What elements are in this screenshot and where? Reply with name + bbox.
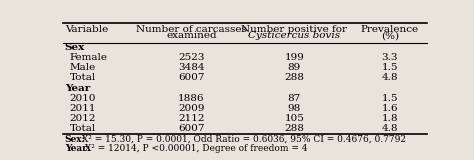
Text: Prevalence: Prevalence (361, 24, 419, 34)
Text: Year:: Year: (65, 144, 90, 153)
Text: 89: 89 (288, 63, 301, 72)
Text: X² = 15.30, P = 0.0001, Odd Ratio = 0.6036, 95% CI = 0.4676, 0.7792: X² = 15.30, P = 0.0001, Odd Ratio = 0.60… (79, 135, 406, 144)
Text: Total: Total (70, 73, 96, 82)
Text: 2009: 2009 (178, 104, 205, 113)
Text: 98: 98 (288, 104, 301, 113)
Text: (%): (%) (381, 31, 399, 40)
Text: 2012: 2012 (70, 114, 96, 123)
Text: Female: Female (70, 53, 108, 62)
Text: 288: 288 (284, 124, 304, 133)
Text: Male: Male (70, 63, 96, 72)
Text: Cysticercus bovis: Cysticercus bovis (248, 31, 340, 40)
Text: 1.5: 1.5 (382, 63, 398, 72)
Text: 4.8: 4.8 (382, 124, 398, 133)
Text: 2011: 2011 (70, 104, 96, 113)
Text: 6007: 6007 (178, 124, 205, 133)
Text: 1.8: 1.8 (382, 114, 398, 123)
Text: Sex:: Sex: (65, 135, 86, 144)
Text: 3484: 3484 (178, 63, 205, 72)
Text: 2112: 2112 (178, 114, 205, 123)
Text: 1.5: 1.5 (382, 94, 398, 103)
Text: examined: examined (166, 31, 217, 40)
Text: 199: 199 (284, 53, 304, 62)
Text: Sex: Sex (65, 43, 85, 52)
Text: Number of carcasses: Number of carcasses (136, 24, 247, 34)
Text: 87: 87 (288, 94, 301, 103)
Text: 2523: 2523 (178, 53, 205, 62)
Text: 105: 105 (284, 114, 304, 123)
Text: X² = 12014, P <0.00001, Degree of freedom = 4: X² = 12014, P <0.00001, Degree of freedo… (82, 144, 307, 153)
Text: Number positive for: Number positive for (241, 24, 347, 34)
Text: 1.6: 1.6 (382, 104, 398, 113)
Text: 4.8: 4.8 (382, 73, 398, 82)
Text: Total: Total (70, 124, 96, 133)
Text: 288: 288 (284, 73, 304, 82)
Text: 2010: 2010 (70, 94, 96, 103)
Text: 6007: 6007 (178, 73, 205, 82)
Text: Year: Year (65, 84, 90, 93)
Text: 1886: 1886 (178, 94, 205, 103)
Text: Variable: Variable (65, 24, 108, 34)
Text: 3.3: 3.3 (382, 53, 398, 62)
